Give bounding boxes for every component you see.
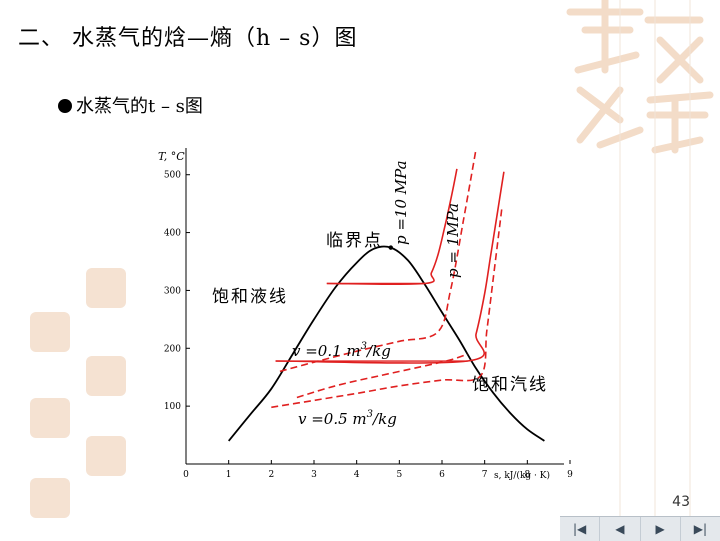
nav-first-button[interactable]: |◀ bbox=[572, 522, 587, 536]
annotation-v-large: v =0.5 m3/kg bbox=[298, 409, 397, 428]
annotation-p-high: p =10 MPa bbox=[392, 160, 410, 245]
isobar-line-2 bbox=[275, 171, 505, 364]
y-tick-label: 200 bbox=[164, 344, 181, 354]
x-axis-label: s, kJ/(kg · K) bbox=[494, 470, 550, 481]
slide-nav-bar: |◀ ◀ ▶ ▶| bbox=[560, 516, 720, 541]
y-tick-label: 500 bbox=[164, 171, 181, 181]
bullet-item: 水蒸气的t – s图 bbox=[58, 92, 203, 118]
annotation-v-small-text: v =0.1 m bbox=[292, 342, 361, 360]
saturation-dome-curve-0 bbox=[227, 245, 545, 442]
isochore-line-4 bbox=[271, 209, 503, 409]
annotation-v-large-exp: 3 bbox=[367, 409, 373, 420]
x-tick-label: 5 bbox=[396, 470, 402, 480]
y-tick-label: 100 bbox=[164, 402, 181, 412]
x-tick-label: 7 bbox=[482, 470, 488, 480]
y-tick-label: 300 bbox=[164, 286, 181, 296]
annotation-sat-liquid: 饱和液线 bbox=[212, 287, 288, 307]
annotation-critical-point: 临界点 bbox=[326, 231, 383, 251]
x-tick-label: 4 bbox=[354, 470, 360, 480]
annotation-v-small-unit: /kg bbox=[365, 342, 391, 360]
critical-point-marker bbox=[388, 245, 393, 250]
nav-next-button[interactable]: ▶ bbox=[639, 517, 680, 541]
page-number: 43 bbox=[672, 494, 690, 510]
x-tick-label: 8 bbox=[524, 470, 530, 480]
y-tick-label: 400 bbox=[164, 229, 181, 239]
bullet-text: 水蒸气的t – s图 bbox=[76, 96, 203, 117]
x-tick-label: 0 bbox=[183, 470, 189, 480]
isochore-line-5 bbox=[296, 353, 468, 399]
y-axis-label: T, °C bbox=[158, 150, 185, 163]
annotation-v-small: v =0.1 m3/kg bbox=[292, 341, 391, 360]
slide-title: 二、 水蒸气的焓—熵（h – s）图 bbox=[18, 26, 358, 51]
x-tick-label: 1 bbox=[226, 470, 232, 480]
nav-prev-button[interactable]: ◀ bbox=[599, 517, 639, 541]
bullet-dot-icon bbox=[58, 99, 72, 113]
annotation-v-small-exp: 3 bbox=[361, 341, 367, 352]
x-tick-label: 2 bbox=[268, 470, 274, 480]
x-tick-label: 6 bbox=[439, 470, 445, 480]
chart-panel bbox=[150, 140, 570, 500]
nav-last-button[interactable]: ▶| bbox=[679, 517, 720, 541]
annotation-p-low: p = 1MPa bbox=[444, 203, 462, 278]
annotation-v-large-unit: /kg bbox=[371, 410, 397, 428]
isochore-line-3 bbox=[279, 148, 477, 373]
x-tick-label: 3 bbox=[311, 470, 317, 480]
annotation-v-large-text: v =0.5 m bbox=[298, 410, 367, 428]
annotation-sat-vapor: 饱和汽线 bbox=[472, 375, 548, 395]
x-tick-label: 9 bbox=[567, 470, 573, 480]
